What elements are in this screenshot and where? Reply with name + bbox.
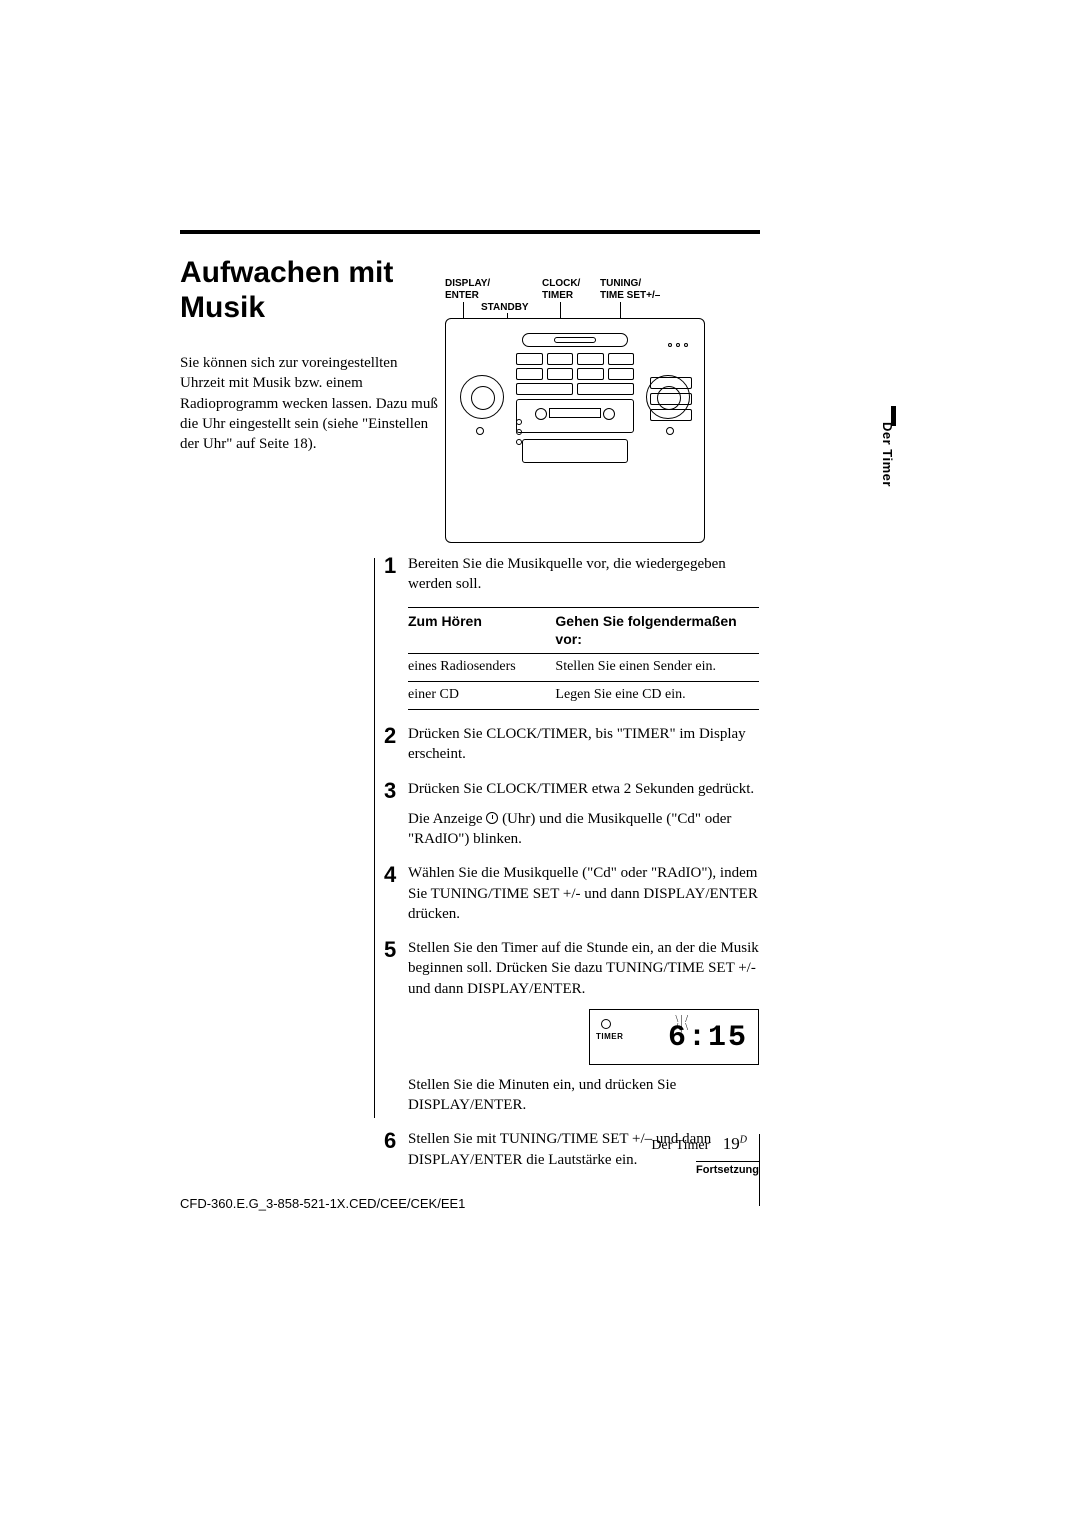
step-number: 3 — [384, 779, 408, 850]
steps-list: 1 Bereiten Sie die Musikquelle vor, die … — [384, 554, 759, 1170]
label-display-enter: DISPLAY/ENTER — [445, 278, 490, 301]
step-5: 5 Stellen Sie den Timer auf die Stunde e… — [384, 938, 759, 1115]
step-subtext: Die Anzeige (Uhr) und die Musikquelle ("… — [408, 809, 759, 850]
page-title: Aufwachen mit Musik — [180, 256, 440, 325]
label-clock-timer: CLOCK/TIMER — [542, 278, 580, 301]
side-tab-label: Der Timer — [880, 422, 895, 487]
step-text: Stellen Sie den Timer auf die Stunde ein… — [408, 940, 759, 997]
label-standby: STANDBY — [481, 302, 529, 314]
lcd-display: TIMER \ | // | \ 6:15 — [589, 1009, 759, 1065]
side-tab: Der Timer — [880, 422, 896, 522]
footer-section-name: Der Timer — [651, 1138, 709, 1153]
step-number: 2 — [384, 724, 408, 765]
lcd-digits: 6:15 — [668, 1018, 748, 1059]
table-row: einer CD Legen Sie eine CD ein. — [408, 682, 759, 710]
label-tuning-timeset: TUNING/TIME SET+/– — [600, 278, 660, 301]
source-table: Zum Hören Gehen Sie folgendermaßen vor: … — [408, 607, 759, 711]
step-text: Wählen Sie die Musikquelle ("Cd" oder "R… — [408, 863, 759, 924]
table-header: Zum Hören — [408, 607, 555, 654]
clock-icon — [486, 812, 498, 824]
page-number: 19D — [713, 1134, 747, 1153]
step-text: Bereiten Sie die Musikquelle vor, die wi… — [408, 556, 726, 592]
footer-section: Der Timer 19D — [555, 1134, 760, 1206]
step-number: 5 — [384, 938, 408, 1115]
step-text: Drücken Sie CLOCK/TIMER etwa 2 Sekunden … — [408, 781, 754, 797]
table-header: Gehen Sie folgendermaßen vor: — [555, 607, 759, 654]
step-text: Drücken Sie CLOCK/TIMER, bis "TIMER" im … — [408, 724, 759, 765]
intro-paragraph: Sie können sich zur voreingestellten Uhr… — [180, 353, 440, 454]
device-diagram — [445, 318, 705, 543]
sun-icon — [598, 1016, 612, 1030]
step-number: 1 — [384, 554, 408, 710]
step-3: 3 Drücken Sie CLOCK/TIMER etwa 2 Sekunde… — [384, 779, 759, 850]
steps-rule — [374, 558, 375, 1118]
step-subtext: Stellen Sie die Minuten ein, und drücken… — [408, 1075, 759, 1116]
step-2: 2 Drücken Sie CLOCK/TIMER, bis "TIMER" i… — [384, 724, 759, 765]
step-1: 1 Bereiten Sie die Musikquelle vor, die … — [384, 554, 759, 710]
doc-code: CFD-360.E.G_3-858-521-1X.CED/CEE/CEK/EE1 — [180, 1196, 465, 1211]
lcd-timer-label: TIMER — [596, 1032, 623, 1043]
step-number: 4 — [384, 863, 408, 924]
step-4: 4 Wählen Sie die Musikquelle ("Cd" oder … — [384, 863, 759, 924]
step-number: 6 — [384, 1129, 408, 1170]
table-row: eines Radiosenders Stellen Sie einen Sen… — [408, 654, 759, 682]
